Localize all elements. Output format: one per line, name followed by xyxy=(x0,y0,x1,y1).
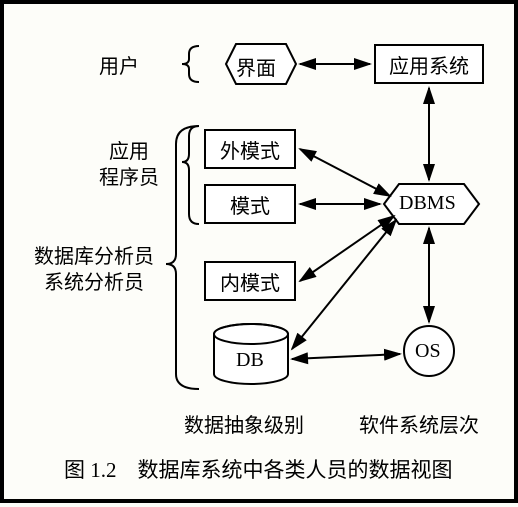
figure-caption: 图 1.2 数据库系统中各类人员的数据视图 xyxy=(64,454,453,484)
node-dbms-label: DBMS xyxy=(399,192,456,215)
label-db-analyst: 数据库分析员 系统分析员 xyxy=(24,244,164,296)
brace-user xyxy=(182,46,199,82)
brace-db-analyst xyxy=(166,126,199,389)
bottom-label-right: 软件系统层次 xyxy=(359,409,479,438)
node-app-system: 应用系统 xyxy=(374,44,484,84)
label-db-analyst-l2: 系统分析员 xyxy=(44,272,144,294)
brace-app-programmer xyxy=(182,126,199,224)
edge-intschema-dbms xyxy=(300,216,394,281)
node-internal-schema: 内模式 xyxy=(204,261,296,301)
edge-extschema-dbms xyxy=(300,149,390,196)
edge-db-os xyxy=(292,354,400,359)
node-external-schema: 外模式 xyxy=(204,129,296,169)
label-user: 用户 xyxy=(99,54,139,80)
label-app-programmer-l2: 程序员 xyxy=(99,167,159,189)
node-os-label: OS xyxy=(415,340,441,363)
label-app-programmer-l1: 应用 xyxy=(109,141,149,163)
node-db-label: DB xyxy=(236,349,264,372)
bottom-label-left: 数据抽象级别 xyxy=(184,409,304,438)
label-app-programmer: 应用 程序员 xyxy=(99,139,159,191)
label-db-analyst-l1: 数据库分析员 xyxy=(34,246,154,268)
edge-db-dbms xyxy=(292,220,396,349)
node-interface-label: 界面 xyxy=(236,52,276,81)
node-db-top xyxy=(214,324,288,344)
node-schema: 模式 xyxy=(204,184,296,224)
